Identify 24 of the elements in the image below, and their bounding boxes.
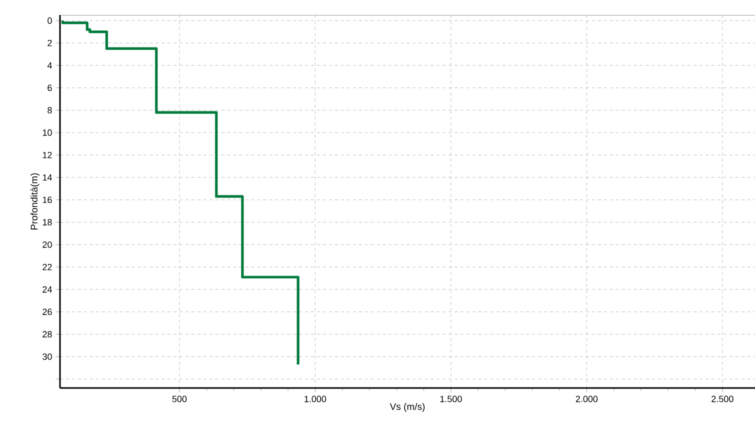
y-tick-label: 0	[48, 17, 52, 24]
y-tick-label: 2	[48, 40, 52, 46]
x-tick-label: 2.500	[712, 396, 734, 402]
x-tick-label: 1.000	[304, 396, 326, 402]
y-tick-label: 10	[42, 129, 52, 136]
y-tick-label: 18	[42, 219, 52, 226]
y-tick-label: 8	[48, 107, 52, 114]
x-tick-label: 500	[172, 396, 187, 402]
y-tick-label: 14	[42, 174, 52, 181]
y-tick-label: 28	[42, 331, 52, 338]
y-tick-label: 16	[42, 196, 52, 204]
y-tick-label: 4	[47, 62, 52, 69]
y-tick-label: 20	[42, 241, 52, 248]
y-tick-label: 22	[42, 264, 52, 270]
y-tick-label: 26	[42, 308, 52, 316]
y-tick-label: 6	[48, 84, 52, 92]
y-tick-label: 24	[42, 286, 52, 293]
line-series	[61, 19, 300, 366]
x-tick-label: 2.000	[576, 396, 598, 402]
x-tick-label: 1.500	[440, 396, 462, 402]
y-tick-label: 30	[42, 353, 52, 360]
x-axis-title: Vs (m/s)	[390, 402, 425, 412]
y-tick-label: 12	[42, 152, 52, 158]
y-axis-title: Profondità(m)	[30, 173, 40, 230]
